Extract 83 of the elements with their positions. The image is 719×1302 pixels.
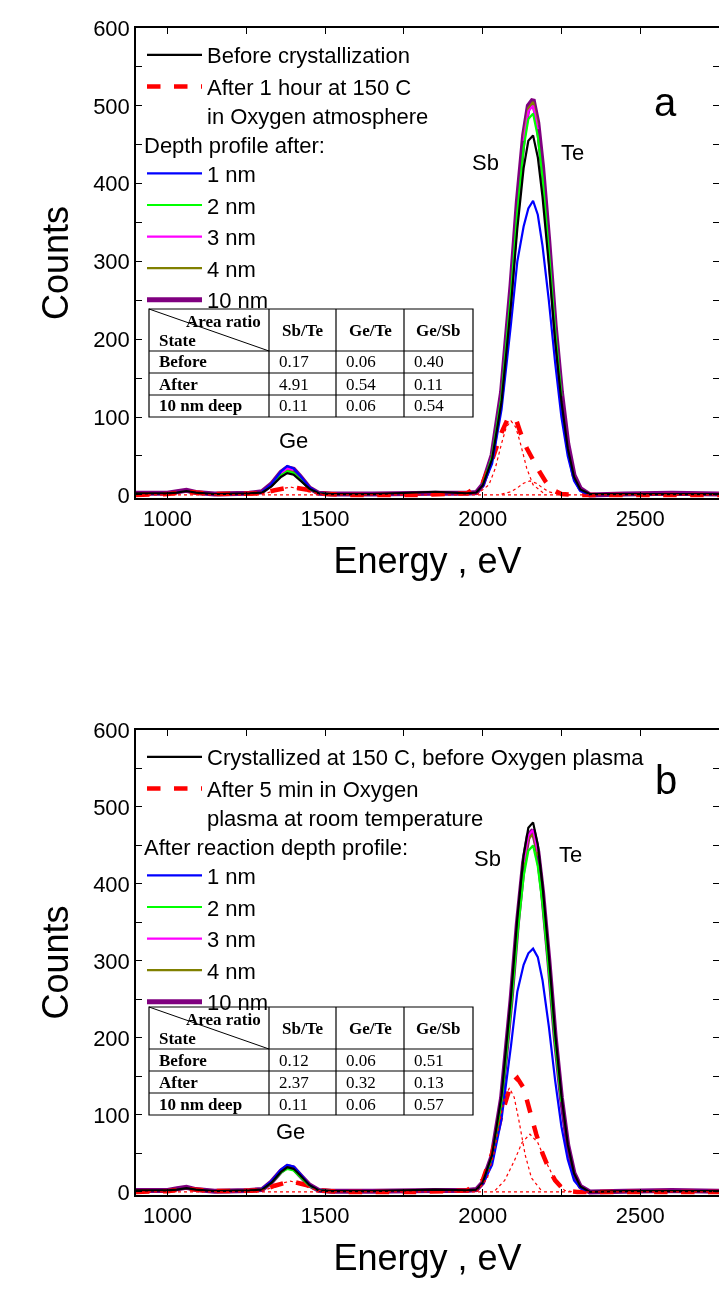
annotation: b [655, 758, 678, 802]
legend-label: 4 nm [207, 958, 256, 984]
legend-label: 3 nm [207, 225, 256, 251]
annotation: 0.54 [414, 396, 445, 415]
annotation: Before [159, 1051, 208, 1070]
annotation: Ge/Sb [416, 1019, 461, 1038]
annotation: 0.12 [279, 1051, 309, 1070]
annotation: 0.11 [414, 375, 444, 394]
annotation: Te [559, 842, 583, 867]
legend-label: 4 nm [207, 256, 256, 282]
y-tick-label: 500 [93, 93, 130, 119]
y-tick-label: 0 [117, 482, 130, 508]
legend-label: 2 nm [207, 895, 256, 921]
y-tick-label: 600 [93, 717, 130, 743]
annotation: 0.06 [346, 1051, 376, 1070]
annotation: Area ratio [186, 1010, 261, 1029]
y-tick-label: 100 [93, 404, 130, 430]
annotation: After [159, 375, 199, 394]
x-tick-label: 1000 [143, 1203, 192, 1229]
y-tick-label: 500 [93, 794, 130, 820]
annotation: Area ratio [186, 312, 261, 331]
annotation: Sb [474, 846, 501, 871]
annotation: 0.11 [279, 396, 309, 415]
annotation: Sb [472, 150, 499, 175]
legend-label: 1 nm [207, 863, 256, 889]
y-tick-label: 0 [117, 1179, 130, 1205]
y-tick-label: 300 [93, 948, 130, 974]
x-tick-label: 1500 [300, 506, 350, 532]
annotation: After [159, 1073, 199, 1092]
annotation: 0.40 [414, 352, 444, 371]
annotation: 0.17 [279, 352, 310, 371]
annotation: 0.06 [346, 1095, 376, 1114]
x-tick-label: 2500 [615, 1203, 665, 1229]
legend-title: After reaction depth profile: [144, 834, 409, 860]
annotation: 10 nm deep [159, 396, 243, 415]
annotation: Sb/Te [282, 1019, 324, 1038]
x-tick-label: 2500 [615, 506, 665, 532]
annotation: Before [159, 352, 208, 371]
annotation: Sb/Te [282, 321, 324, 340]
annotation: 2.37 [279, 1073, 310, 1092]
y-axis-title: Counts [34, 905, 76, 1020]
annotation: 0.13 [414, 1073, 444, 1092]
x-tick-label: 1000 [143, 506, 192, 532]
annotation: 10 nm deep [159, 1095, 243, 1114]
x-axis-title: Energy , eV [333, 540, 522, 582]
x-tick-label: 1500 [300, 1203, 350, 1229]
annotation: Ge [276, 1119, 306, 1144]
x-tick-label: 2000 [458, 1203, 508, 1229]
y-tick-label: 100 [93, 1102, 130, 1128]
annotation: State [159, 331, 197, 350]
annotation: 0.06 [346, 396, 376, 415]
legend-label: 3 nm [207, 927, 256, 953]
y-tick-label: 300 [93, 249, 130, 275]
legend-label: After 5 min in Oxygen plasma at room temperature [207, 776, 484, 831]
annotation: 4.91 [279, 375, 309, 394]
y-tick-label: 400 [93, 171, 130, 197]
annotation: a [654, 80, 677, 124]
annotation: Ge/Sb [416, 321, 461, 340]
legend-label: Crystallized at 150 C, before Oxygen plasma [207, 745, 645, 771]
x-tick-label: 2000 [458, 506, 508, 532]
legend-label: 1 nm [207, 161, 256, 187]
y-tick-label: 200 [93, 326, 130, 352]
legend-label: 2 nm [207, 193, 256, 219]
annotation: 0.06 [346, 352, 376, 371]
annotation: Ge/Te [349, 321, 393, 340]
legend-label: 10 nm [207, 288, 269, 314]
y-tick-label: 400 [93, 871, 130, 897]
annotation: 0.32 [346, 1073, 376, 1092]
x-axis-title: Energy , eV [333, 1237, 522, 1279]
annotation: 0.51 [414, 1051, 444, 1070]
y-tick-label: 200 [93, 1025, 130, 1051]
annotation: Te [561, 140, 585, 165]
annotation: 0.57 [414, 1095, 445, 1114]
y-axis-title: Counts [34, 205, 76, 321]
annotation: State [159, 1029, 197, 1048]
annotation: Ge/Te [349, 1019, 393, 1038]
annotation: Ge [279, 428, 309, 453]
legend-label: After 1 hour at 150 C in Oxygen atmosphere [207, 74, 429, 129]
y-tick-label: 600 [93, 15, 130, 41]
legend-title: Depth profile after: [144, 132, 325, 158]
legend-label: Before crystallization [207, 43, 410, 69]
annotation: 0.54 [346, 375, 377, 394]
annotation: 0.11 [279, 1095, 309, 1114]
